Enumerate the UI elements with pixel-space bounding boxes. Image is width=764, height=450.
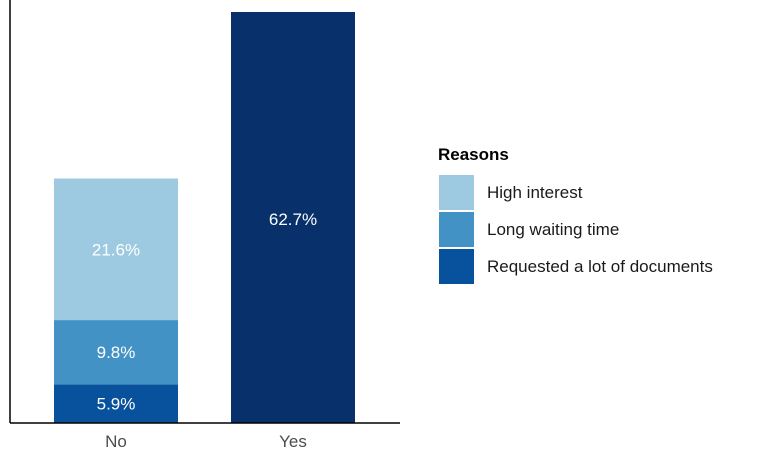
legend-title: Reasons [438, 145, 509, 164]
data-label: 62.7% [269, 210, 317, 229]
data-labels-group: 5.9% 9.8% 21.6% 62.7% [92, 210, 317, 414]
data-label: 21.6% [92, 240, 140, 259]
legend-item-requested-documents: Requested a lot of documents [438, 248, 713, 285]
legend-swatch [438, 174, 475, 211]
legend-swatch [438, 248, 475, 285]
x-ticks-group: No Yes [105, 432, 307, 450]
bar-segment [54, 384, 178, 423]
legend: Reasons High interest Long waiting time … [438, 145, 713, 285]
bars-group [54, 12, 355, 423]
stacked-bar-chart: 5.9% 9.8% 21.6% 62.7% No Yes [9, 0, 400, 450]
data-label: 5.9% [97, 395, 136, 414]
data-label: 9.8% [97, 343, 136, 362]
legend-label: Requested a lot of documents [487, 256, 713, 276]
legend-item-high-interest: High interest [438, 174, 713, 211]
legend-label: High interest [487, 182, 583, 202]
x-tick-label: Yes [279, 432, 307, 450]
x-tick-label: No [105, 432, 127, 450]
legend-label: Long waiting time [487, 219, 620, 239]
bar-segment [231, 12, 355, 423]
legend-swatch [438, 211, 475, 248]
legend-item-long-waiting-time: Long waiting time [438, 211, 713, 248]
bar-segment [54, 320, 178, 385]
bar-segment [54, 178, 178, 321]
